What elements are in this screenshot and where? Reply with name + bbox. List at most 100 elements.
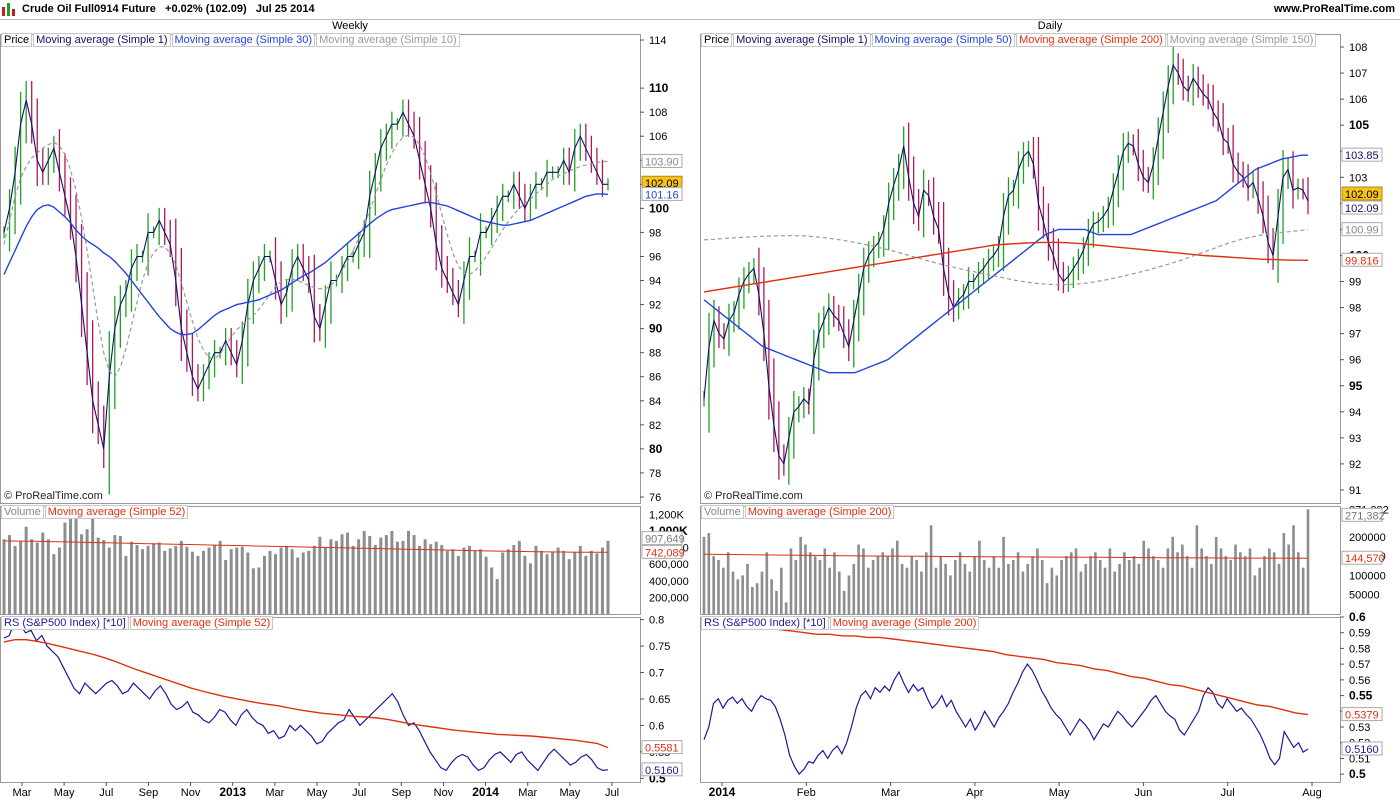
- volume-bar: [573, 552, 577, 614]
- volume-bar: [1190, 567, 1194, 614]
- legend-ma150[interactable]: Moving average (Simple 150): [1166, 33, 1317, 47]
- volume-bar: [770, 579, 773, 614]
- volume-bar: [775, 590, 778, 614]
- candlestick-chart-icon: [2, 3, 16, 16]
- volume-bar: [1210, 563, 1213, 614]
- volume-bar: [707, 533, 711, 614]
- title-bar: Crude Oil Full0914 Future +0.02% (102.09…: [0, 0, 1400, 20]
- y-tick-label: 200000: [1349, 532, 1386, 544]
- volume-bar: [334, 540, 338, 614]
- volume-bar: [467, 545, 471, 614]
- y-tick-label: 98: [649, 227, 661, 239]
- y-tick-label: 84: [649, 396, 661, 408]
- instrument-summary: Crude Oil Full0914 Future +0.02% (102.09…: [22, 3, 315, 15]
- volume-bar: [312, 545, 316, 614]
- y-tick-label: 86: [649, 372, 661, 384]
- legend-price[interactable]: Price: [701, 33, 733, 47]
- last-value-label: 0.5160: [645, 765, 679, 777]
- volume-bar: [534, 545, 538, 614]
- volume-bar: [702, 536, 706, 614]
- weekly-rs-legend[interactable]: RS (S&P500 Index) [*10] Moving average (S…: [1, 616, 274, 630]
- legend-volume[interactable]: Volume: [1, 505, 44, 519]
- y-tick-label: 0.5: [1349, 767, 1366, 781]
- legend-volume-ma200[interactable]: Moving average (Simple 200): [744, 505, 895, 519]
- x-tick-label: Feb: [797, 787, 816, 799]
- legend-rs[interactable]: RS (S&P500 Index) [*10]: [1, 616, 129, 630]
- daily-price-legend[interactable]: Price Moving average (Simple 1) Moving ave…: [701, 33, 1317, 47]
- volume-bar: [229, 549, 233, 614]
- volume-bar: [584, 555, 588, 614]
- volume-bar: [578, 545, 582, 614]
- last-value-label: 102.09: [1345, 203, 1379, 215]
- volume-bar: [1147, 548, 1150, 614]
- legend-ma10[interactable]: Moving average (Simple 10): [316, 33, 460, 47]
- volume-bar: [780, 567, 783, 614]
- y-tick-label: 0.59: [1349, 628, 1370, 640]
- series-line-moving-average-simple-30-: [3, 193, 609, 336]
- volume-bar: [1234, 544, 1237, 614]
- last-value-box: [1341, 707, 1383, 722]
- volume-bar: [905, 567, 909, 614]
- volume-bar: [1069, 552, 1073, 614]
- last-value-label: 0.5160: [1345, 744, 1379, 756]
- volume-bar: [794, 560, 798, 614]
- weekly-volume-legend[interactable]: Volume Moving average (Simple 52): [1, 505, 189, 519]
- volume-bar: [141, 549, 145, 614]
- volume-bar: [1292, 525, 1295, 614]
- weekly-price-frame: [0, 34, 641, 504]
- x-tick-label: Apr: [966, 787, 983, 799]
- legend-ma200[interactable]: Moving average (Simple 200): [1016, 33, 1166, 47]
- volume-bar: [1156, 560, 1160, 614]
- x-tick-label: May: [1049, 787, 1070, 799]
- volume-bar: [262, 555, 266, 614]
- volume-bar: [973, 556, 976, 614]
- x-tick-label: Mar: [518, 787, 537, 799]
- daily-volume-legend[interactable]: Volume Moving average (Simple 200): [701, 505, 895, 519]
- volume-bar: [1258, 567, 1261, 614]
- volume-bar: [46, 539, 50, 614]
- legend-rs-ma200[interactable]: Moving average (Simple 200): [829, 616, 980, 630]
- volume-bar: [1050, 567, 1054, 614]
- volume-bar: [1185, 556, 1189, 614]
- y-tick-label: 0.65: [649, 694, 670, 706]
- volume-bar: [712, 556, 715, 614]
- volume-bar: [963, 563, 967, 614]
- y-tick-label: 82: [649, 420, 661, 432]
- daily-rs-legend[interactable]: RS (S&P500 Index) [*10] Moving average (S…: [701, 616, 980, 630]
- last-value-label: 0.5581: [645, 743, 679, 755]
- volume-bar: [434, 541, 438, 614]
- volume-bar: [85, 529, 89, 614]
- volume-bar: [920, 571, 923, 614]
- volume-bar: [900, 563, 904, 614]
- legend-ma50[interactable]: Moving average (Simple 50): [871, 33, 1016, 47]
- legend-volume-ma52[interactable]: Moving average (Simple 52): [44, 505, 189, 519]
- weekly-vol-frame: [0, 506, 641, 615]
- brand-link[interactable]: www.ProRealTime.com: [1273, 3, 1395, 15]
- x-tick-label: Nov: [434, 787, 454, 799]
- legend-ma30[interactable]: Moving average (Simple 30): [171, 33, 316, 47]
- volume-bar: [551, 552, 555, 614]
- volume-bar: [451, 549, 455, 614]
- legend-ma1[interactable]: Moving average (Simple 1): [733, 33, 871, 47]
- legend-price[interactable]: Price: [1, 33, 33, 47]
- legend-rs[interactable]: RS (S&P500 Index) [*10]: [701, 616, 829, 630]
- legend-ma1[interactable]: Moving average (Simple 1): [33, 33, 171, 47]
- last-value-label: 271,382: [1345, 510, 1385, 522]
- volume-bar: [929, 525, 933, 614]
- volume-bar: [1113, 571, 1117, 614]
- volume-bar: [1118, 563, 1121, 614]
- legend-rs-ma52[interactable]: Moving average (Simple 52): [129, 616, 274, 630]
- volume-bar: [992, 556, 996, 614]
- weekly-price-legend[interactable]: Price Moving average (Simple 1) Moving ave…: [1, 33, 461, 47]
- volume-bar: [589, 550, 593, 614]
- volume-bar: [717, 560, 720, 614]
- volume-bar: [190, 551, 194, 614]
- volume-bar: [484, 556, 488, 614]
- legend-volume[interactable]: Volume: [701, 505, 744, 519]
- volume-bar: [384, 535, 388, 614]
- volume-bar: [1132, 556, 1136, 614]
- volume-bar: [751, 587, 754, 614]
- x-tick-label: Mar: [265, 787, 284, 799]
- volume-bar: [944, 563, 947, 614]
- volume-bar: [1011, 560, 1015, 614]
